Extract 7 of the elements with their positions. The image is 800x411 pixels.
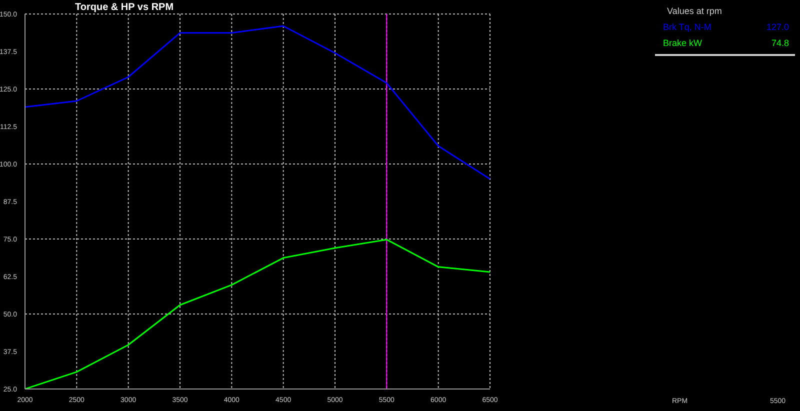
line-series: [25, 25, 490, 180]
legend-title: Values at rpm: [666, 6, 723, 16]
text: Brk Tq, N-M: [663, 22, 712, 32]
text: 74.8: [771, 38, 790, 48]
chart-title: Torque & HP vs RPM: [75, 2, 174, 13]
text: Brake kW: [663, 38, 702, 48]
text: 127.0: [766, 22, 790, 32]
